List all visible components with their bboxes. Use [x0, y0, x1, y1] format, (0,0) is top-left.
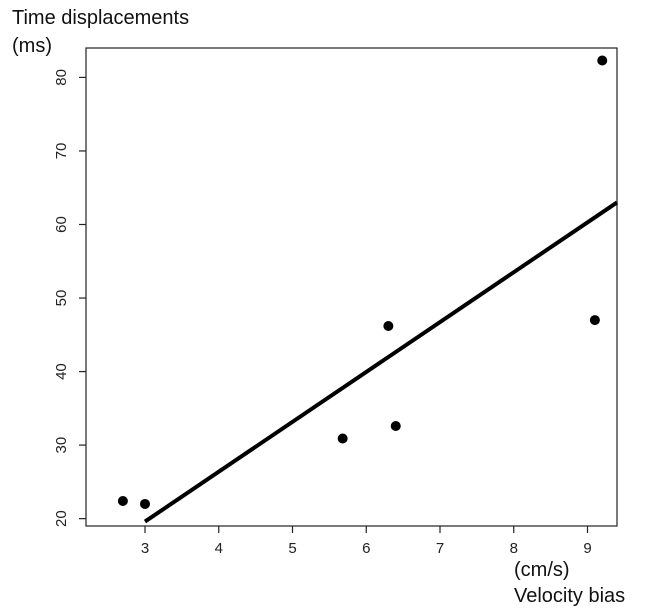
x-axis: 3 4 5 6 7 8 9	[141, 526, 592, 557]
data-point	[337, 433, 348, 444]
data-point	[383, 320, 394, 331]
y-tick-label: 30	[53, 437, 70, 454]
regression-line	[143, 200, 619, 524]
data-points	[117, 55, 608, 509]
y-tick-label: 40	[53, 363, 70, 380]
x-tick-label: 3	[141, 540, 149, 557]
y-axis: 20 30 40 50 60 70 80	[53, 69, 86, 527]
data-point	[390, 420, 401, 431]
y-tick-label: 50	[53, 290, 70, 307]
x-axis-label: Velocity bias	[514, 585, 626, 607]
y-tick-label: 20	[53, 510, 70, 527]
x-tick-label: 4	[215, 540, 223, 557]
x-tick-label: 5	[288, 540, 296, 557]
x-tick-label: 7	[436, 540, 444, 557]
x-tick-label: 6	[362, 540, 370, 557]
y-axis-label-line2: (ms)	[12, 35, 52, 57]
y-axis-label-line1: Time displacements	[12, 7, 190, 29]
plot-frame	[85, 47, 618, 527]
data-point	[140, 498, 150, 509]
x-tick-label: 8	[510, 540, 518, 557]
x-tick-label: 9	[583, 540, 591, 557]
data-point	[117, 495, 128, 506]
y-tick-label: 60	[53, 216, 70, 233]
y-tick-label: 80	[53, 69, 70, 86]
fit-line-group	[143, 200, 619, 524]
y-tick-label: 70	[53, 143, 70, 160]
x-axis-label-unit: (cm/s)	[514, 559, 570, 581]
data-point	[597, 55, 608, 66]
data-point	[589, 315, 600, 326]
